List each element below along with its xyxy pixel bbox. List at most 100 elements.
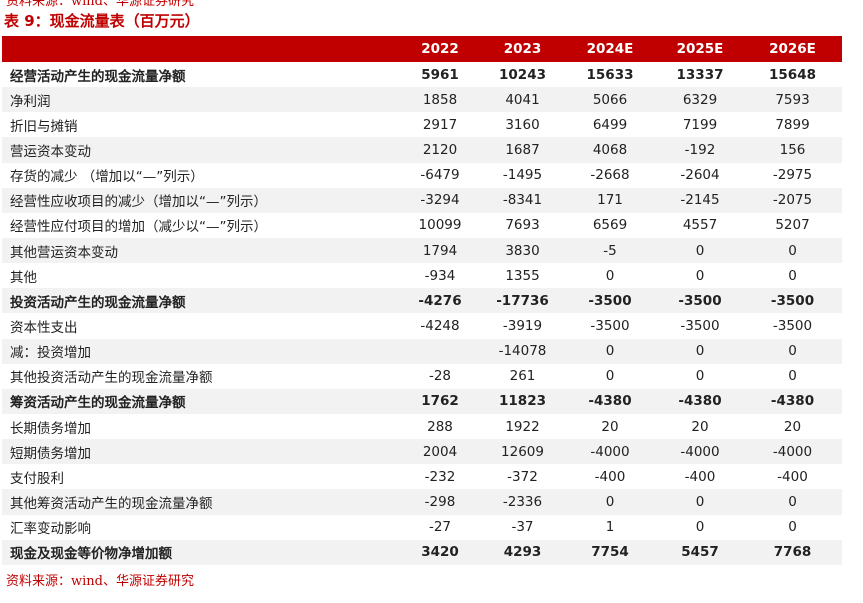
value-cell: 5457 [681,544,719,561]
value-cell: -4000 [680,443,720,460]
table-row: 经营性应付项目的增加（减少以“—”列示） 10099 7693 6569 4557 520… [2,213,842,238]
source-note: 资料来源：wind、华源证券研究 [6,574,194,589]
value-cell: 12609 [501,443,544,460]
value-cell: 20 [783,418,802,435]
value-cell: 1687 [505,141,540,158]
row-label: 净利润 [10,93,51,110]
value-cell: 15633 [586,66,634,83]
header-row: 2022 2023 2024E 2025E 2026E [2,36,842,62]
value-cell: -1495 [502,167,543,184]
table-row: 其他 -934 1355 0 0 0 [2,263,842,288]
row-label: 存货的减少 （增加以“—”列示） [10,169,204,186]
row-label: 现金及现金等价物净增加额 [10,546,172,563]
value-cell: 7768 [773,544,812,561]
value-cell: 0 [605,368,615,385]
value-cell: -27 [428,519,452,536]
value-cell: 7593 [775,91,810,108]
value-cell: -8341 [502,192,543,209]
value-cell: 3420 [421,544,459,561]
value-cell: 0 [695,493,705,510]
value-cell: -232 [424,468,456,485]
value-cell: -2975 [772,167,813,184]
value-cell: 0 [788,493,797,510]
value-cell: 13337 [676,66,724,83]
value-cell: 4068 [592,141,628,158]
value-cell: 6329 [682,91,718,108]
table-row: 经营性应收项目的减少（增加以“—”列示） -3294 -8341 171 -2145 -2… [2,187,842,213]
value-cell: 5066 [592,91,628,108]
value-cell: -2145 [680,192,720,209]
value-cell: 0 [605,267,615,284]
value-cell: 11823 [499,393,546,410]
value-cell: 20 [601,418,619,435]
value-cell: -6479 [420,167,460,184]
value-cell: 1355 [505,267,540,284]
value-cell: 7899 [775,116,810,133]
value-cell: 15648 [769,66,816,83]
value-cell: 6499 [592,116,628,133]
table-row: 折旧与摊销 2917 3160 6499 7199 7899 [2,112,842,137]
row-label: 经营性应收项目的减少（增加以“—”列示） [10,194,267,211]
table-row: 支付股利 -232 -372 -400 -400 -400 [2,464,842,489]
value-cell: -400 [594,468,626,485]
row-label: 长期债务增加 [10,420,91,437]
table-row: 资本性支出 -4248 -3919 -3500 -3500 -3500 [2,313,842,338]
table-row: 其他投资活动产生的现金流量净额 -28 261 0 0 0 [2,364,842,389]
value-cell: 7199 [682,116,718,133]
value-cell: -14078 [498,343,547,360]
row-label: 其他投资活动产生的现金流量净额 [10,370,213,387]
table-row: 短期债务增加 2004 12609 -4000 -4000 -4000 [2,439,842,465]
value-cell: -3294 [420,192,460,209]
table-row: 经营活动产生的现金流量净额 5961 10243 15633 13337 15648 [2,62,842,87]
row-label: 经营性应付项目的增加（减少以“—”列示） [10,219,267,236]
value-cell: -2604 [680,167,720,184]
row-label: 其他筹资活动产生的现金流量净额 [10,495,213,512]
value-cell: -3500 [770,292,815,309]
row-label: 减：投资增加 [10,345,91,362]
value-cell: -2336 [502,493,543,510]
table-row: 其他筹资活动产生的现金流量净额 -298 -2336 0 0 0 [2,489,842,515]
value-cell: 2120 [422,141,458,158]
value-cell: 0 [695,267,705,284]
value-cell: -37 [511,519,534,536]
value-cell: 7754 [591,544,629,561]
table-row: 其他营运资本变动 1794 3830 -5 0 0 [2,237,842,264]
value-cell: -3500 [772,317,813,334]
value-cell: 0 [695,343,705,360]
header-cell: 2024E [586,41,634,57]
value-cell [400,339,480,364]
value-cell: 5961 [421,66,459,83]
value-cell: 4041 [505,91,540,108]
table-row: 营运资本变动 2120 1687 4068 -192 156 [2,137,842,163]
row-label: 支付股利 [10,470,64,487]
row-label: 其他营运资本变动 [10,244,118,261]
row-label: 筹资活动产生的现金流量净额 [10,395,186,412]
value-cell: 1858 [422,91,458,108]
row-label: 资本性支出 [10,319,78,336]
table-row: 投资活动产生的现金流量净额 -4276 -17736 -3500 -3500 -3500 [2,288,842,314]
value-cell: 0 [788,242,797,259]
value-cell: 1794 [422,242,458,259]
value-cell: -4248 [420,317,460,334]
value-cell: 7693 [505,217,540,234]
value-cell: -192 [684,141,716,158]
header-cell: 2022 [421,41,459,57]
value-cell: 4557 [682,217,718,234]
value-cell: 0 [605,343,615,360]
table-row: 净利润 1858 4041 5066 6329 7593 [2,87,842,113]
table-row: 存货的减少 （增加以“—”列示） -6479 -1495 -2668 -2604 -297… [2,163,842,188]
value-cell: 0 [788,368,797,385]
value-cell: -3919 [502,317,543,334]
value-cell: 3830 [505,242,540,259]
value-cell: 261 [509,368,536,385]
value-cell: -4380 [678,393,722,410]
table-title: 表 9：现金流量表（百万元） [4,12,200,30]
row-label: 其他 [10,269,37,286]
value-cell: 0 [695,368,705,385]
value-cell: -400 [684,468,716,485]
value-cell: -3500 [680,317,720,334]
table-row: 筹资活动产生的现金流量净额 1762 11823 -4380 -4380 -4380 [2,388,842,414]
value-cell: -3500 [678,292,722,309]
value-cell: 1 [605,519,615,536]
